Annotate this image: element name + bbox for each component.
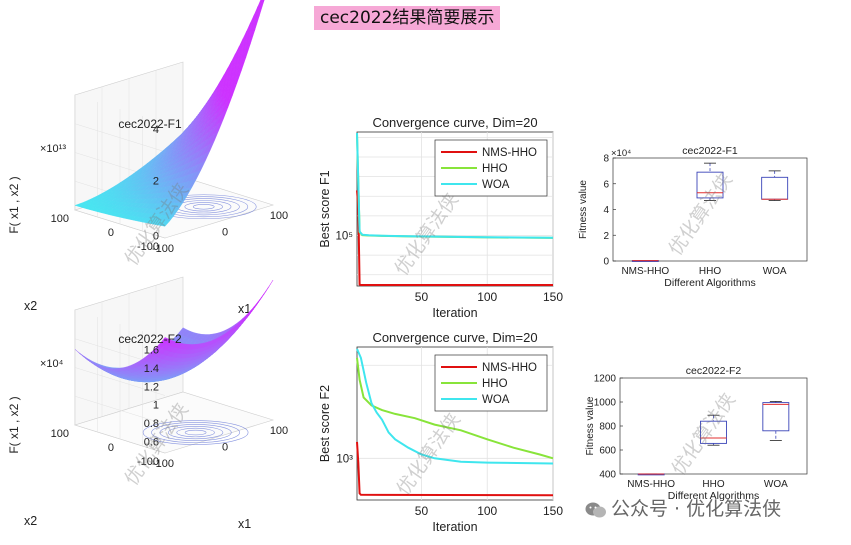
y-tick-label: 10⁵ bbox=[335, 231, 353, 243]
y-axis-label: x2 bbox=[24, 299, 37, 313]
x-tick-label: 0 bbox=[222, 227, 228, 239]
z-tick-label: 2 bbox=[153, 176, 159, 188]
legend-label: HHO bbox=[482, 378, 508, 390]
y-axis-label: x2 bbox=[24, 514, 37, 528]
y-axis-label: Best score F1 bbox=[318, 170, 332, 247]
boxplot-svg-f2: cec2022-F2 400 600 800 1000 1200 Fitness value… bbox=[575, 350, 815, 500]
y-tick-label: 400 bbox=[599, 470, 616, 481]
y-tick-label: 2 bbox=[603, 231, 609, 242]
z-tick-label: 1.4 bbox=[144, 363, 159, 375]
chart-title: Convergence curve, Dim=20 bbox=[372, 330, 537, 345]
z-axis-label: F( x1 , x2 ) bbox=[7, 176, 21, 233]
z-tick-label: 4 bbox=[153, 124, 159, 136]
y-multiplier: ×10⁴ bbox=[611, 148, 631, 159]
x-tick-label: 150 bbox=[543, 290, 563, 304]
watermark: 公众号 · 优化算法侠 bbox=[585, 494, 781, 521]
y-tick-label: -100 bbox=[137, 241, 159, 253]
y-tick-label: 1200 bbox=[594, 374, 617, 385]
x-tick-label: HHO bbox=[699, 266, 721, 277]
convergence-svg-f2: Convergence curve, Dim=20 50 100 150 Iterati… bbox=[305, 325, 565, 541]
y-tick-label: 0 bbox=[603, 257, 609, 268]
chart-title: cec2022-F1 bbox=[682, 145, 738, 157]
plot-area bbox=[613, 158, 807, 261]
page-title: cec2022结果简要展示 bbox=[314, 6, 500, 30]
y-tick-label: 600 bbox=[599, 446, 616, 457]
y-axis-label: Fitness value bbox=[578, 180, 589, 239]
z-tick-label: 0.6 bbox=[144, 437, 159, 449]
y-tick-label: 8 bbox=[603, 154, 609, 165]
y-tick-label: 4 bbox=[603, 205, 609, 216]
z-multiplier: ×10¹³ bbox=[40, 143, 66, 155]
y-tick-label: 100 bbox=[51, 213, 69, 225]
x-tick-label: 100 bbox=[477, 504, 497, 518]
convergence-svg-f1: Convergence curve, Dim=20 50 100 150 Iterati… bbox=[305, 110, 565, 325]
convergence-plot-f1: Convergence curve, Dim=20 50 100 150 Iterati… bbox=[305, 110, 565, 325]
wechat-icon bbox=[585, 501, 607, 519]
x-axis-label: Different Algorithms bbox=[664, 277, 755, 289]
y-axis-label: Fitness value bbox=[585, 396, 596, 455]
chart-title: cec2022-F2 bbox=[686, 365, 742, 377]
y-tick-label: -100 bbox=[137, 456, 159, 468]
x-tick-label: WOA bbox=[764, 479, 788, 490]
x-tick-label: 150 bbox=[543, 504, 563, 518]
x-tick-label: 100 bbox=[270, 210, 288, 222]
z-tick-label: 0.8 bbox=[144, 418, 159, 430]
legend-label: NMS-HHO bbox=[482, 362, 537, 374]
y-tick-label: 100 bbox=[51, 428, 69, 440]
z-tick-label: 1 bbox=[153, 400, 159, 412]
boxplot-f1: cec2022-F1 0 2 4 6 8×10⁴ Fitness value NMS-HHO H… bbox=[575, 140, 815, 300]
x-axis-label: Iteration bbox=[432, 306, 477, 320]
legend-label: WOA bbox=[482, 394, 510, 406]
z-axis-label: F( x1 , x2 ) bbox=[7, 396, 21, 453]
z-tick-label: 1.6 bbox=[144, 345, 159, 357]
x-axis-label: x1 bbox=[238, 517, 251, 531]
x-tick-label: 100 bbox=[477, 290, 497, 304]
z-tick-label: 1.2 bbox=[144, 381, 159, 393]
chart-title: cec2022-F1 bbox=[118, 117, 182, 131]
y-axis-label: Best score F2 bbox=[318, 385, 332, 462]
x-tick-label: 50 bbox=[415, 504, 429, 518]
legend-label: WOA bbox=[482, 179, 510, 191]
x-tick-label: NMS-HHO bbox=[621, 266, 669, 277]
x-tick-label: WOA bbox=[763, 266, 787, 277]
boxplot-f2: cec2022-F2 400 600 800 1000 1200 Fitness value… bbox=[575, 350, 815, 500]
z-multiplier: ×10⁴ bbox=[40, 358, 64, 370]
y-tick-label: 6 bbox=[603, 179, 609, 190]
boxplot-svg-f1: cec2022-F1 0 2 4 6 8×10⁴ Fitness value NMS-HHO H… bbox=[575, 140, 815, 300]
convergence-plot-f2: Convergence curve, Dim=20 50 100 150 Iterati… bbox=[305, 325, 565, 541]
x-tick-label: 100 bbox=[270, 425, 288, 437]
chart-title: Convergence curve, Dim=20 bbox=[372, 115, 537, 130]
plot-area bbox=[620, 378, 807, 474]
x-tick-label: HHO bbox=[702, 479, 724, 490]
y-tick-label: 1000 bbox=[594, 398, 617, 409]
y-tick-label: 800 bbox=[599, 422, 616, 433]
x-tick-label: 50 bbox=[415, 290, 429, 304]
watermark-text: 公众号 · 优化算法侠 bbox=[611, 498, 781, 520]
legend-label: NMS-HHO bbox=[482, 147, 537, 159]
y-tick-label: 10³ bbox=[336, 453, 353, 465]
legend-label: HHO bbox=[482, 163, 508, 175]
x-tick-label: 0 bbox=[222, 442, 228, 454]
y-tick-label: 0 bbox=[108, 227, 114, 239]
y-tick-label: 0 bbox=[108, 442, 114, 454]
x-tick-label: NMS-HHO bbox=[627, 479, 675, 490]
x-axis-label: Iteration bbox=[432, 520, 477, 534]
